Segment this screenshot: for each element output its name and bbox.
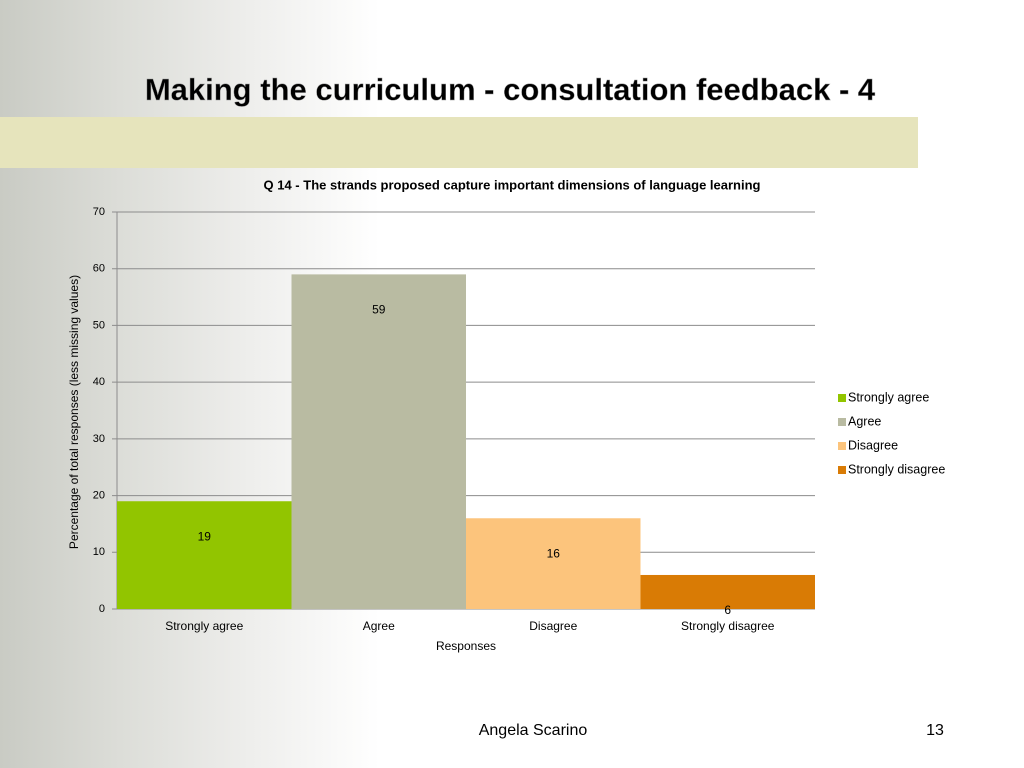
legend-swatch	[838, 418, 846, 426]
legend-swatch	[838, 394, 846, 402]
y-tick-label: 10	[93, 546, 105, 558]
y-tick-label: 20	[93, 489, 105, 501]
footer: Angela Scarino	[479, 722, 588, 739]
y-tick-label: 70	[93, 206, 105, 218]
bar	[117, 501, 292, 609]
legend-label: Disagree	[848, 438, 898, 452]
legend-label: Agree	[848, 414, 881, 428]
y-tick-label: 60	[93, 263, 105, 275]
chart-title: Q 14 - The strands proposed capture impo…	[264, 177, 761, 192]
legend-label: Strongly disagree	[848, 462, 945, 476]
bar	[640, 574, 815, 609]
page-number: 13	[926, 722, 944, 739]
x-tick-label: Strongly disagree	[681, 619, 775, 633]
x-axis-label: Responses	[436, 639, 496, 653]
legend-swatch	[838, 466, 846, 474]
data-label: 16	[547, 546, 561, 560]
x-tick-label: Disagree	[529, 619, 577, 633]
data-label: 6	[724, 603, 731, 617]
y-tick-label: 0	[99, 603, 105, 615]
x-tick-label: Strongly agree	[165, 619, 243, 633]
y-axis-label: Percentage of total responses (less miss…	[67, 275, 81, 549]
data-label: 19	[198, 529, 212, 543]
y-tick-label: 50	[93, 319, 105, 331]
y-tick-label: 30	[93, 433, 105, 445]
bar	[466, 518, 641, 609]
slide-title: Making the curriculum - consultation fee…	[145, 72, 876, 107]
legend-label: Strongly agree	[848, 390, 929, 404]
header-band	[0, 117, 918, 168]
x-tick-label: Agree	[363, 619, 395, 633]
y-tick-label: 40	[93, 376, 105, 388]
data-label: 59	[372, 303, 386, 317]
bar	[291, 274, 466, 609]
legend-swatch	[838, 442, 846, 450]
